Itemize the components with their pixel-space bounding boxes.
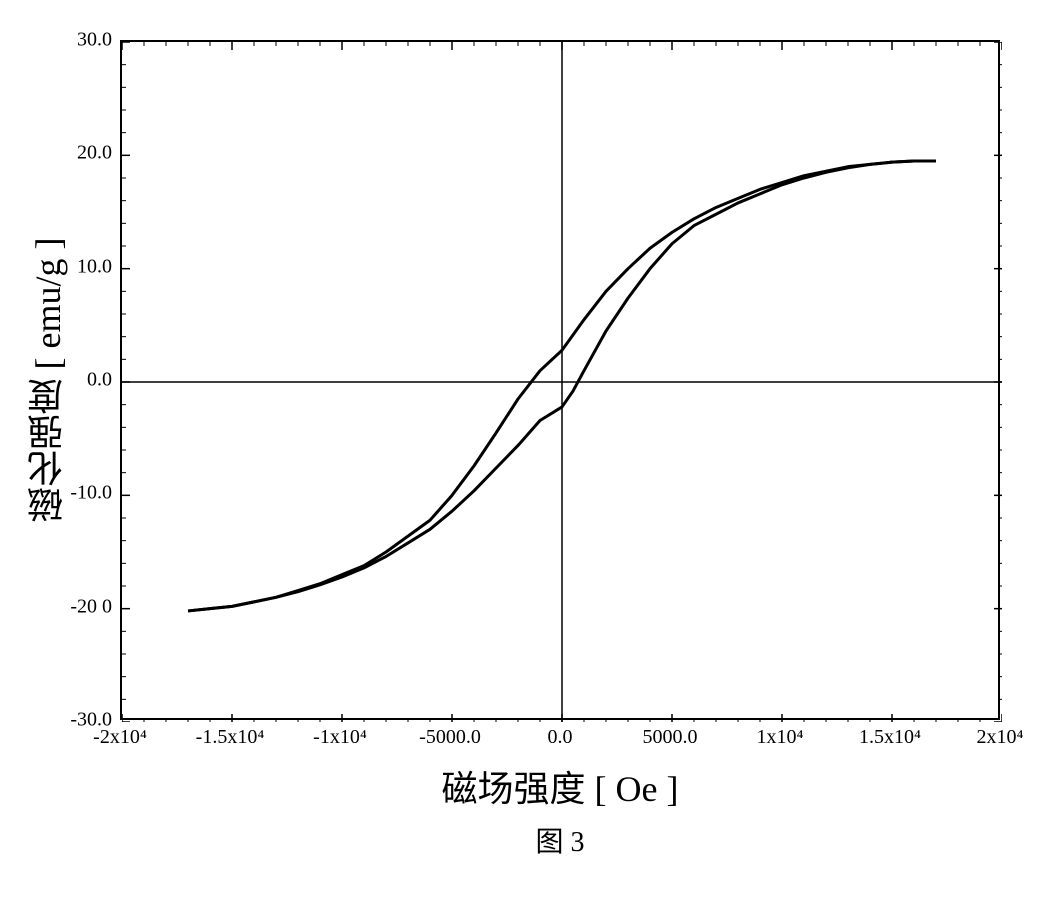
y-axis-label: 磁化强度 [ emu/g ] xyxy=(22,238,74,523)
x-tick-label: -1.5x10⁴ xyxy=(196,726,265,749)
hysteresis-chart: 磁化强度 [ emu/g ] 磁场强度 [ Oe ] 图 3 -2x10⁴-1.… xyxy=(20,20,1035,893)
y-tick-label: 30.0 xyxy=(77,29,112,52)
y-tick-label: 20.0 xyxy=(77,142,112,165)
y-tick-label: 0.0 xyxy=(87,369,112,392)
y-tick-label: 10.0 xyxy=(77,255,112,278)
plot-area xyxy=(120,40,1000,720)
x-tick-label: 2x10⁴ xyxy=(977,726,1024,749)
x-tick-label: 1.5x10⁴ xyxy=(859,726,921,749)
x-axis-label: 磁场强度 [ Oe ] xyxy=(442,760,679,812)
figure-caption: 图 3 xyxy=(535,820,584,860)
y-tick-label: -20 0 xyxy=(70,595,112,618)
x-tick-label: 5000.0 xyxy=(643,726,698,749)
y-tick-label: -10.0 xyxy=(70,482,112,505)
x-tick-label: 0.0 xyxy=(548,726,573,749)
y-tick-label: -30.0 xyxy=(70,709,112,732)
plot-svg xyxy=(122,42,1002,722)
x-tick-label: -1x10⁴ xyxy=(313,726,367,749)
x-tick-label: -5000.0 xyxy=(419,726,481,749)
x-tick-label: 1x10⁴ xyxy=(757,726,804,749)
